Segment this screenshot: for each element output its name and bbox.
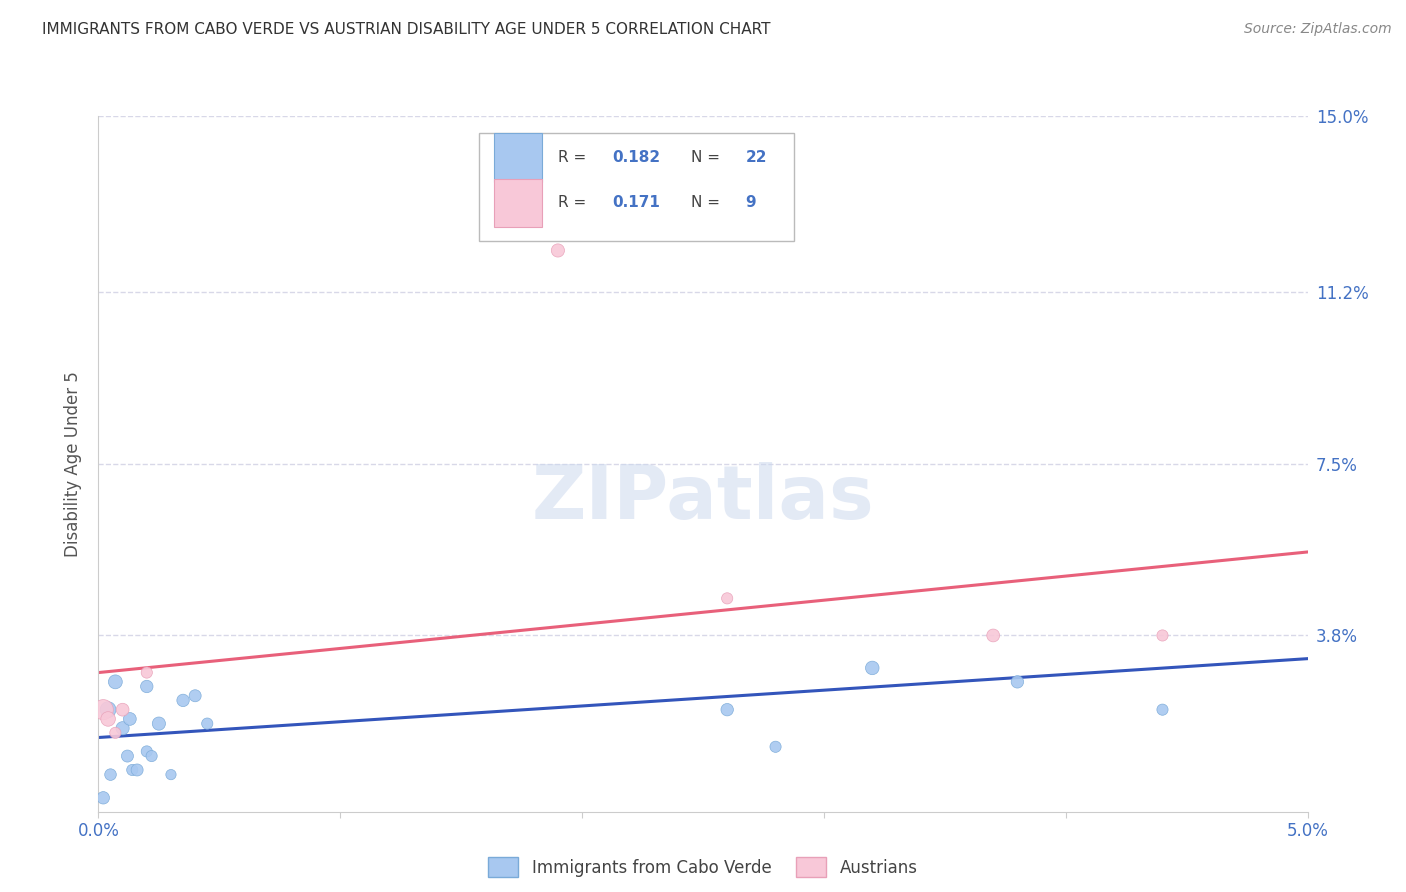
Point bbox=[172, 693, 194, 707]
Point bbox=[1007, 674, 1029, 689]
Point bbox=[111, 703, 134, 717]
FancyBboxPatch shape bbox=[479, 134, 793, 241]
Text: 0.171: 0.171 bbox=[613, 195, 661, 211]
Point bbox=[117, 749, 139, 764]
Point bbox=[141, 749, 163, 764]
Point bbox=[184, 689, 207, 703]
Point bbox=[547, 244, 569, 258]
Point bbox=[104, 674, 127, 689]
Bar bbox=[494, 178, 543, 227]
Text: IMMIGRANTS FROM CABO VERDE VS AUSTRIAN DISABILITY AGE UNDER 5 CORRELATION CHART: IMMIGRANTS FROM CABO VERDE VS AUSTRIAN D… bbox=[42, 22, 770, 37]
Point bbox=[195, 716, 218, 731]
Point bbox=[1152, 703, 1174, 717]
Point bbox=[135, 665, 157, 680]
Point bbox=[1152, 628, 1174, 642]
Point bbox=[97, 712, 120, 726]
Text: N =: N = bbox=[690, 150, 724, 165]
Legend: Immigrants from Cabo Verde, Austrians: Immigrants from Cabo Verde, Austrians bbox=[482, 851, 924, 883]
Point bbox=[160, 767, 183, 781]
Y-axis label: Disability Age Under 5: Disability Age Under 5 bbox=[65, 371, 83, 557]
Point bbox=[91, 790, 114, 805]
Point bbox=[765, 739, 787, 754]
Point bbox=[860, 661, 883, 675]
Point bbox=[135, 680, 157, 694]
Point bbox=[716, 591, 738, 606]
Text: ZIPatlas: ZIPatlas bbox=[531, 462, 875, 535]
Point bbox=[100, 767, 122, 781]
Text: 22: 22 bbox=[745, 150, 766, 165]
Point bbox=[716, 703, 738, 717]
Point bbox=[91, 703, 114, 717]
Point bbox=[118, 712, 141, 726]
Text: Source: ZipAtlas.com: Source: ZipAtlas.com bbox=[1244, 22, 1392, 37]
Point bbox=[148, 716, 170, 731]
Point bbox=[981, 628, 1004, 642]
Bar bbox=[494, 134, 543, 182]
Point bbox=[127, 763, 149, 777]
Text: 0.182: 0.182 bbox=[613, 150, 661, 165]
Point bbox=[121, 763, 143, 777]
Text: 9: 9 bbox=[745, 195, 756, 211]
Point bbox=[111, 721, 134, 735]
Text: R =: R = bbox=[558, 150, 591, 165]
Point bbox=[135, 744, 157, 758]
Text: R =: R = bbox=[558, 195, 591, 211]
Point bbox=[97, 703, 120, 717]
Text: N =: N = bbox=[690, 195, 724, 211]
Point bbox=[104, 726, 127, 740]
